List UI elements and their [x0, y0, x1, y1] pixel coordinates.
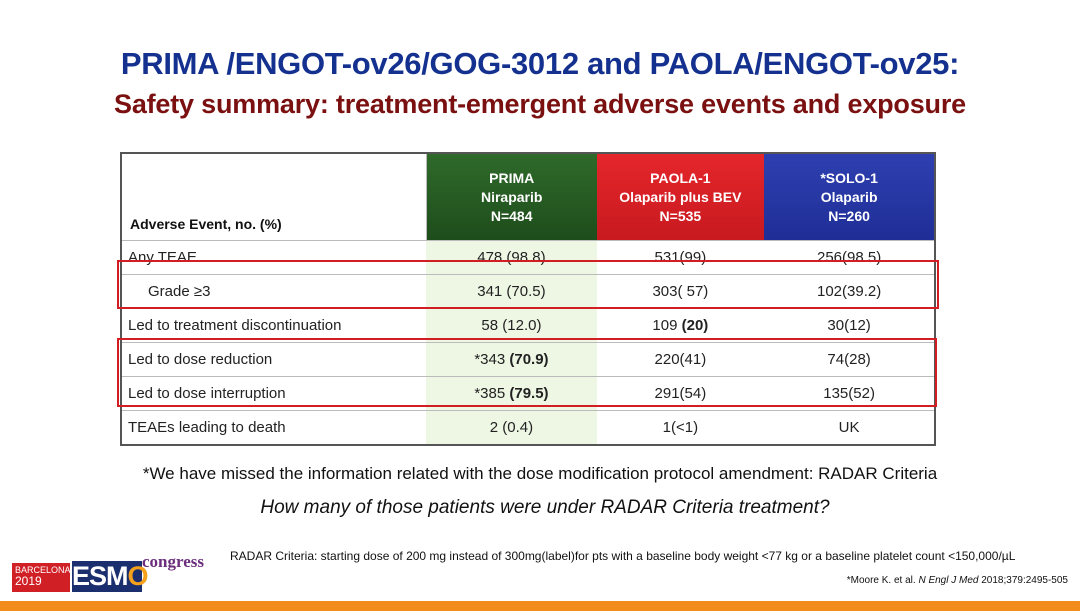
row-label: Led to dose reduction — [121, 342, 427, 377]
highlight-box-grade3 — [117, 260, 939, 309]
logo-year: 2019 — [15, 574, 42, 588]
cell-prima: *343 (70.9) — [426, 342, 597, 377]
column-header-paola: PAOLA-1 Olaparib plus BEV N=535 — [596, 153, 765, 241]
logo-esmo-text: ESM — [72, 561, 129, 591]
row-label: Any TEAE — [121, 240, 427, 275]
cell-prima: 2 (0.4) — [426, 410, 597, 445]
column-name: PRIMA — [489, 169, 535, 186]
row-label: Led to treatment discontinuation — [121, 308, 427, 343]
column-name: *SOLO-1 — [820, 169, 878, 186]
column-header-prima: PRIMA Niraparib N=484 — [426, 153, 597, 241]
column-drug: Niraparib — [480, 188, 543, 205]
cell-solo: 74(28) — [764, 342, 935, 377]
footer-bar — [0, 601, 1080, 611]
column-header-solo: *SOLO-1 Olaparib N=260 — [764, 153, 935, 241]
cell-value-bold: (70.9) — [509, 351, 549, 368]
table-row: TEAEs leading to death 2 (0.4) 1(<1) UK — [121, 410, 935, 445]
cell-value: *385 — [474, 385, 510, 402]
reference-suffix: 2018;379:2495-505 — [978, 575, 1068, 586]
cell-prima: *385 (79.5) — [426, 376, 597, 411]
cell-value-bold: (20) — [681, 317, 709, 334]
slide-subtitle: Safety summary: treatment-emergent adver… — [114, 89, 966, 119]
reference-prefix: *Moore K. et al. — [846, 575, 919, 586]
logo-city-badge: BARCELONA 2019 — [12, 563, 71, 592]
row-label: Grade ≥3 — [121, 274, 427, 309]
cell-value: *343 — [474, 351, 510, 368]
column-drug: Olaparib plus BEV — [619, 188, 742, 205]
safety-table: Adverse Event, no. (%) PRIMA Niraparib N… — [120, 152, 936, 446]
logo-esmo: ESMO — [72, 561, 149, 592]
table-row: Led to treatment discontinuation 58 (12.… — [121, 308, 935, 343]
highlight-box-dose-modification — [117, 338, 937, 407]
reference: *Moore K. et al. N Engl J Med 2018;379:2… — [847, 575, 1068, 586]
cell-solo: UK — [764, 410, 935, 445]
column-drug: Olaparib — [820, 188, 878, 205]
cell-value: 109 — [652, 317, 682, 334]
table-row: Grade ≥3 341 (70.5) 303( 57) 102(39.2) — [121, 274, 935, 309]
radar-criteria-note: RADAR Criteria: starting dose of 200 mg … — [230, 549, 1016, 563]
column-name: PAOLA-1 — [650, 169, 711, 186]
cell-solo: 30(12) — [764, 308, 935, 343]
table-header-row: Adverse Event, no. (%) PRIMA Niraparib N… — [121, 153, 935, 241]
table-row: Led to dose reduction *343 (70.9) 220(41… — [121, 342, 935, 377]
cell-prima: 58 (12.0) — [426, 308, 597, 343]
cell-paola: 220(41) — [596, 342, 765, 377]
column-n: N=484 — [490, 207, 533, 224]
cell-value-bold: (79.5) — [509, 385, 549, 402]
slide-title: PRIMA /ENGOT-ov26/GOG-3012 and PAOLA/ENG… — [120, 46, 960, 81]
cell-paola: 109 (20) — [596, 308, 765, 343]
column-n: N=260 — [828, 207, 870, 224]
logo-congress: congress — [142, 552, 205, 571]
table-row: Any TEAE 478 (98.8) 531(99) 256(98.5) — [121, 240, 935, 275]
adverse-event-header: Adverse Event, no. (%) — [121, 153, 427, 241]
cell-solo: 102(39.2) — [764, 274, 935, 309]
reference-journal: N Engl J Med — [918, 575, 979, 586]
column-n: N=535 — [659, 207, 702, 224]
logo-esmo-o: O — [127, 561, 149, 591]
radar-question: How many of those patients were under RA… — [260, 497, 830, 518]
row-label: TEAEs leading to death — [121, 410, 427, 445]
radar-footnote: *We have missed the information related … — [142, 464, 938, 483]
cell-prima: 341 (70.5) — [426, 274, 597, 309]
logo-city: BARCELONA — [15, 565, 71, 575]
cell-paola: 1(<1) — [596, 410, 765, 445]
cell-paola: 303( 57) — [596, 274, 765, 309]
esmo-congress-logo: BARCELONA 2019 ESMO congress — [12, 552, 222, 592]
